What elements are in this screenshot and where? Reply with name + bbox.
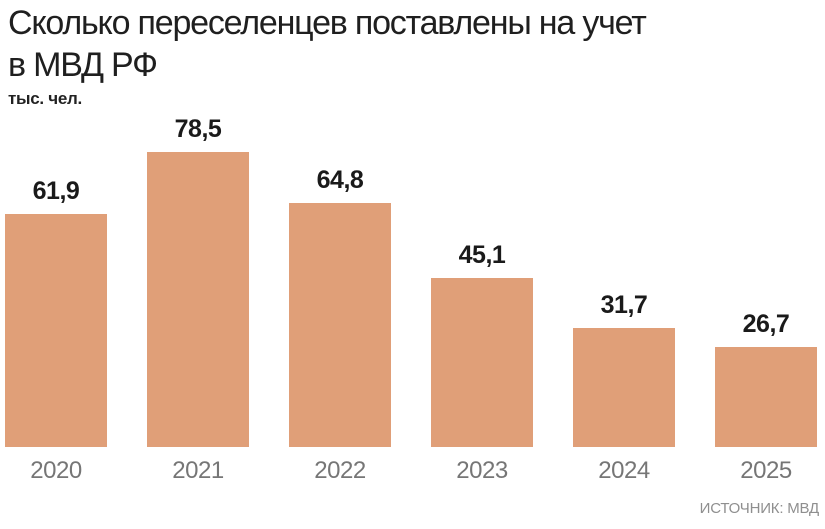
bar-group-2023: 45,1 2023 xyxy=(431,114,533,483)
x-axis-label: 2021 xyxy=(172,457,224,484)
bar-group-2021: 78,5 2021 xyxy=(147,114,249,483)
x-axis-label: 2022 xyxy=(314,457,366,484)
x-axis-label: 2024 xyxy=(598,457,650,484)
bar-group-2025: 26,7 2025 xyxy=(715,114,817,483)
chart-title: Сколько переселенцев поставлены на учет … xyxy=(8,2,647,86)
source-credit-label: ИСТОЧНИК: МВД xyxy=(699,500,820,517)
bar-value-label: 61,9 xyxy=(32,177,80,205)
bar-value-label: 31,7 xyxy=(600,291,648,319)
bar-2020 xyxy=(5,214,107,447)
bar-group-2022: 64,8 2022 xyxy=(289,114,391,483)
bar-2022 xyxy=(289,203,391,447)
bar-value-label: 26,7 xyxy=(742,310,790,338)
bar-2025 xyxy=(715,347,817,447)
bar-2021 xyxy=(147,152,249,447)
bar-value-label: 45,1 xyxy=(458,241,506,269)
chart-title-line2: в МВД РФ xyxy=(8,46,158,84)
bar-chart-plot-area: 61,9 2020 78,5 2021 64,8 2022 45,1 2023 31,7 2024… xyxy=(5,114,817,483)
x-axis-label: 2020 xyxy=(30,457,82,484)
bar-value-label: 78,5 xyxy=(174,115,222,143)
bar-value-label: 64,8 xyxy=(316,166,364,194)
x-axis-label: 2025 xyxy=(740,457,792,484)
bar-group-2024: 31,7 2024 xyxy=(573,114,675,483)
bar-group-2020: 61,9 2020 xyxy=(5,114,107,483)
x-axis-label: 2023 xyxy=(456,457,508,484)
bar-2024 xyxy=(573,328,675,447)
bar-2023 xyxy=(431,278,533,447)
chart-title-line1: Сколько переселенцев поставлены на учет xyxy=(8,4,647,42)
y-axis-units-label: тыс. чел. xyxy=(8,89,82,108)
